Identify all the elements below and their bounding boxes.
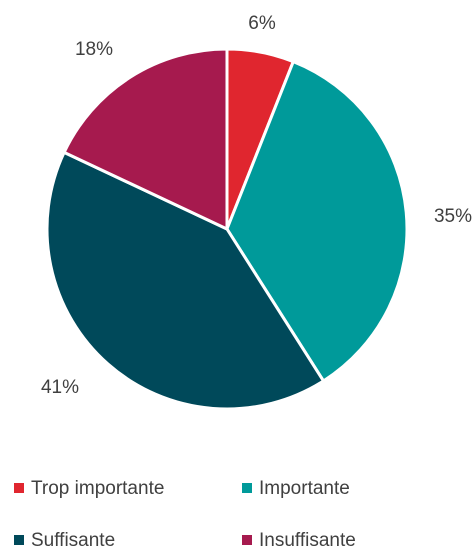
- legend-label-insuffisante: Insuffisante: [259, 530, 356, 551]
- pie-slice-suffisante: [45, 150, 325, 411]
- pie-slice-importante: [225, 60, 409, 383]
- pie-slice-insuffisante: [62, 47, 229, 231]
- legend-swatch-suffisante: [14, 535, 24, 545]
- legend-swatch-trop-importante: [14, 483, 24, 493]
- legend: Trop importante Importante Suffisante Insuf…: [14, 478, 356, 551]
- legend-label-trop-importante: Trop importante: [31, 478, 164, 499]
- data-labels: 6% 35% 41% 18%: [41, 13, 472, 398]
- data-label-insuffisante: 18%: [75, 39, 113, 60]
- pie-slices: [45, 47, 409, 411]
- legend-swatch-insuffisante: [242, 535, 252, 545]
- data-label-suffisante: 41%: [41, 377, 79, 398]
- data-label-trop-importante: 6%: [248, 13, 276, 34]
- data-label-importante: 35%: [434, 206, 472, 227]
- legend-swatch-importante: [242, 483, 252, 493]
- legend-label-suffisante: Suffisante: [31, 530, 115, 551]
- legend-label-importante: Importante: [259, 478, 350, 499]
